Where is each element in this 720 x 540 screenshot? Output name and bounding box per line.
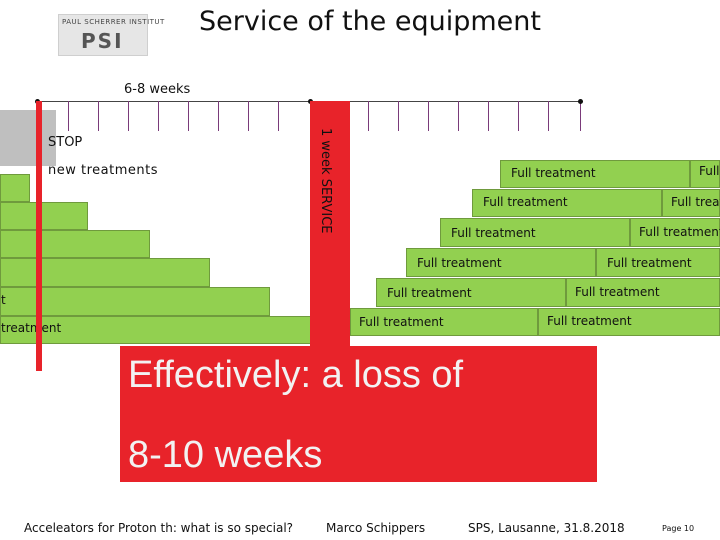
psi-logo: PAUL SCHERRER INSTITUT PSI xyxy=(58,14,165,56)
right-bar-label: Full treatment xyxy=(511,166,596,180)
timeline-tick xyxy=(368,101,369,131)
loss-callout-line-2: 8-10 weeks xyxy=(128,434,323,476)
loss-callout xyxy=(120,346,597,482)
right-treatment-bar: Full treatment xyxy=(406,248,596,277)
left-bar-label: treatment xyxy=(1,321,62,335)
right-treatment-bar: Full treatment xyxy=(376,278,566,307)
timeline-tick xyxy=(278,101,279,131)
right-bar-continuation: Full treat xyxy=(671,195,720,209)
right-treatment-bar-continued: Full treatment xyxy=(566,278,720,307)
timeline-tick xyxy=(68,101,69,131)
right-bar-label: Full treatment xyxy=(387,286,472,300)
new-treatments-label: new treatments xyxy=(48,163,158,178)
timeline-label: 6-8 weeks xyxy=(124,82,191,97)
stopped-block xyxy=(0,110,56,166)
service-column xyxy=(310,101,350,376)
timeline-tick xyxy=(580,101,581,131)
timeline-tick xyxy=(548,101,549,131)
footer-venue: SPS, Lausanne, 31.8.2018 xyxy=(468,521,625,535)
timeline-tick xyxy=(188,101,189,131)
right-treatment-bar-continued: Full treatment xyxy=(630,218,720,247)
timeline-tick xyxy=(518,101,519,131)
stop-marker xyxy=(36,101,42,371)
right-bar-continuation: Full xyxy=(699,164,720,178)
left-treatment-bar: t xyxy=(0,287,270,316)
left-treatment-bar xyxy=(0,230,150,258)
right-bar-continuation: Full treatment xyxy=(607,256,692,270)
footer-talk-title: Acceleators for Proton th: what is so sp… xyxy=(24,521,294,535)
timeline-tick xyxy=(428,101,429,131)
footer-author: Marco Schippers xyxy=(326,521,426,535)
left-treatment-bar xyxy=(0,202,88,230)
right-treatment-bar-continued: Full treatment xyxy=(596,248,720,277)
left-bar-label: t xyxy=(1,293,6,307)
right-bar-continuation: Full treatment xyxy=(639,225,720,239)
right-treatment-bar: Full treatment xyxy=(472,189,662,217)
timeline-tick xyxy=(158,101,159,131)
service-label: 1 week SERVICE xyxy=(318,128,333,234)
right-bar-label: Full treatment xyxy=(451,226,536,240)
timeline-tick xyxy=(128,101,129,131)
right-bar-label: Full treatment xyxy=(359,315,444,329)
right-treatment-bar: Full treatment xyxy=(350,308,538,336)
page-number: Page 10 xyxy=(662,524,695,533)
timeline-end-dot xyxy=(578,99,583,104)
logo-mark: PSI xyxy=(81,29,124,53)
left-treatment-bar xyxy=(0,174,30,202)
left-treatment-bar xyxy=(0,258,210,287)
timeline-tick xyxy=(98,101,99,131)
right-bar-label: Full treatment xyxy=(417,256,502,270)
timeline-tick xyxy=(218,101,219,131)
right-treatment-bar-continued: Full treat xyxy=(662,189,720,217)
timeline-tick xyxy=(458,101,459,131)
right-bar-continuation: Full treatment xyxy=(547,314,632,328)
right-treatment-bar-continued: Full treatment xyxy=(538,308,720,336)
logo-text: PAUL SCHERRER INSTITUT xyxy=(62,18,165,26)
timeline-tick xyxy=(488,101,489,131)
timeline-tick xyxy=(248,101,249,131)
right-treatment-bar: Full treatment xyxy=(440,218,630,247)
slide-title: Service of the equipment xyxy=(199,6,541,37)
timeline-tick xyxy=(398,101,399,131)
right-treatment-bar: Full treatment xyxy=(500,160,690,188)
left-treatment-bar: treatment xyxy=(0,316,330,344)
loss-callout-line-1: Effectively: a loss of xyxy=(128,354,464,396)
stop-label: STOP xyxy=(48,135,83,150)
right-treatment-bar-continued: Full xyxy=(690,160,720,188)
right-bar-label: Full treatment xyxy=(483,195,568,209)
right-bar-continuation: Full treatment xyxy=(575,285,660,299)
